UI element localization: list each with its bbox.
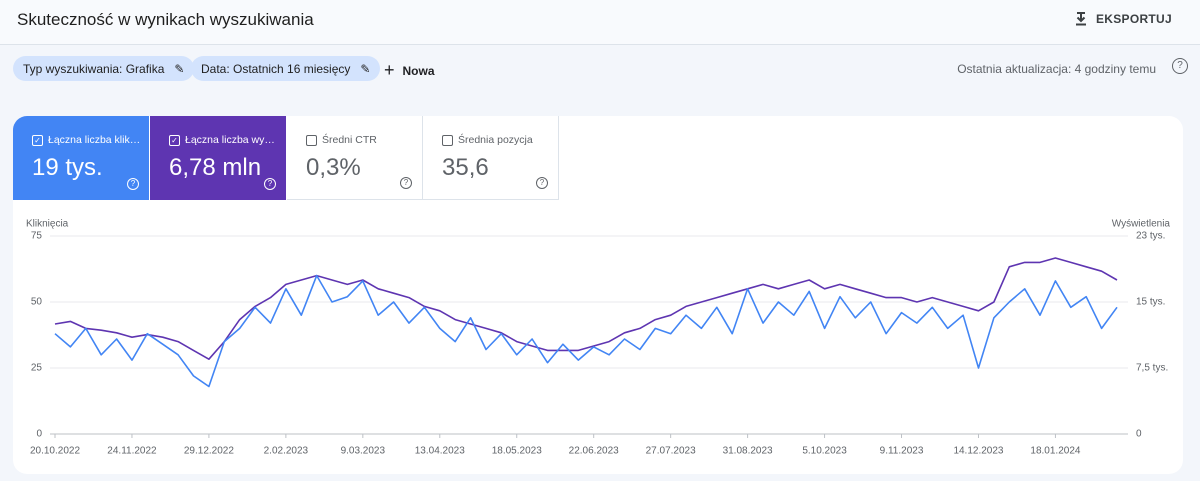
checkbox: [442, 134, 453, 146]
y2-tick-label: 15 tys.: [1136, 297, 1165, 308]
chip-label: Data: Ostatnich 16 miesięcy: [201, 61, 351, 76]
x-tick-label: 14.12.2023: [953, 446, 1003, 457]
y2-tick-label: 7,5 tys.: [1136, 363, 1168, 374]
metric-value: 0,3%: [306, 154, 361, 181]
checkbox: ✓: [169, 134, 180, 146]
x-tick-label: 2.02.2023: [264, 446, 309, 457]
x-tick-label: 27.07.2023: [646, 446, 696, 457]
new-label: Nowa: [402, 63, 435, 78]
series-line: [54, 257, 1118, 360]
plus-icon: +: [384, 60, 395, 80]
y-tick-label: 25: [31, 363, 43, 374]
x-tick-label: 13.04.2023: [415, 446, 465, 457]
x-tick-label: 18.05.2023: [492, 446, 542, 457]
series-line: [54, 274, 1118, 388]
filter-chip[interactable]: Data: Ostatnich 16 miesięcy ✎: [191, 56, 381, 81]
chip-label: Typ wyszukiwania: Grafika: [23, 61, 165, 76]
metric-card[interactable]: Średni CTR 0,3%?: [287, 116, 423, 200]
filter-chip[interactable]: Typ wyszukiwania: Grafika ✎: [13, 56, 195, 81]
metric-label: Łączna liczba wy…: [185, 134, 275, 146]
x-tick-label: 24.11.2022: [107, 446, 157, 457]
y-tick-label: 75: [31, 231, 43, 242]
x-tick-label: 9.11.2023: [880, 446, 924, 457]
export-label: EKSPORTUJ: [1095, 12, 1172, 26]
checkbox: [306, 134, 317, 146]
metric-value: 19 tys.: [32, 154, 103, 181]
edit-icon: ✎: [174, 61, 185, 76]
metric-card[interactable]: ✓ Łączna liczba wy… 6,78 mln?: [150, 116, 286, 200]
help-icon[interactable]: ?: [1172, 58, 1188, 74]
x-tick-label: 20.10.2022: [30, 446, 80, 457]
y-tick-label: 50: [31, 297, 43, 308]
metric-card[interactable]: Średnia pozycja 35,6?: [423, 116, 559, 200]
y-tick-label: 0: [36, 429, 42, 440]
x-tick-label: 18.01.2024: [1030, 446, 1080, 457]
y2-tick-label: 0: [1136, 429, 1142, 440]
new-filter[interactable]: + Nowa: [384, 60, 435, 81]
metric-value: 35,6: [442, 154, 489, 181]
metric-label: Średni CTR: [322, 134, 377, 146]
metric-label: Średnia pozycja: [458, 134, 533, 146]
metric-label: Łączna liczba klik…: [48, 134, 141, 146]
header: [0, 0, 1200, 45]
metric-value: 6,78 mln: [169, 154, 262, 181]
x-tick-label: 9.03.2023: [341, 446, 386, 457]
x-tick-label: 31.08.2023: [723, 446, 773, 457]
export-button[interactable]: EKSPORTUJ: [1074, 12, 1172, 26]
help-icon: ?: [127, 178, 139, 190]
metric-card[interactable]: ✓ Łączna liczba klik… 19 tys.?: [13, 116, 149, 200]
x-tick-label: 22.06.2023: [569, 446, 619, 457]
last-updated: Ostatnia aktualizacja: 4 godziny temu: [957, 62, 1156, 76]
edit-icon: ✎: [360, 61, 371, 76]
help-icon: ?: [264, 178, 276, 190]
y2-axis-title: Wyświetlenia: [1112, 219, 1171, 230]
x-tick-label: 5.10.2023: [802, 446, 847, 457]
help-icon: ?: [536, 177, 548, 189]
x-tick-label: 29.12.2022: [184, 446, 234, 457]
download-icon: [1075, 12, 1086, 26]
y2-tick-label: 23 tys.: [1136, 231, 1165, 242]
y-axis-title: Kliknięcia: [26, 219, 69, 230]
page-title: Skuteczność w wynikach wyszukiwania: [17, 10, 314, 29]
checkbox: ✓: [32, 134, 43, 146]
help-icon: ?: [400, 177, 412, 189]
